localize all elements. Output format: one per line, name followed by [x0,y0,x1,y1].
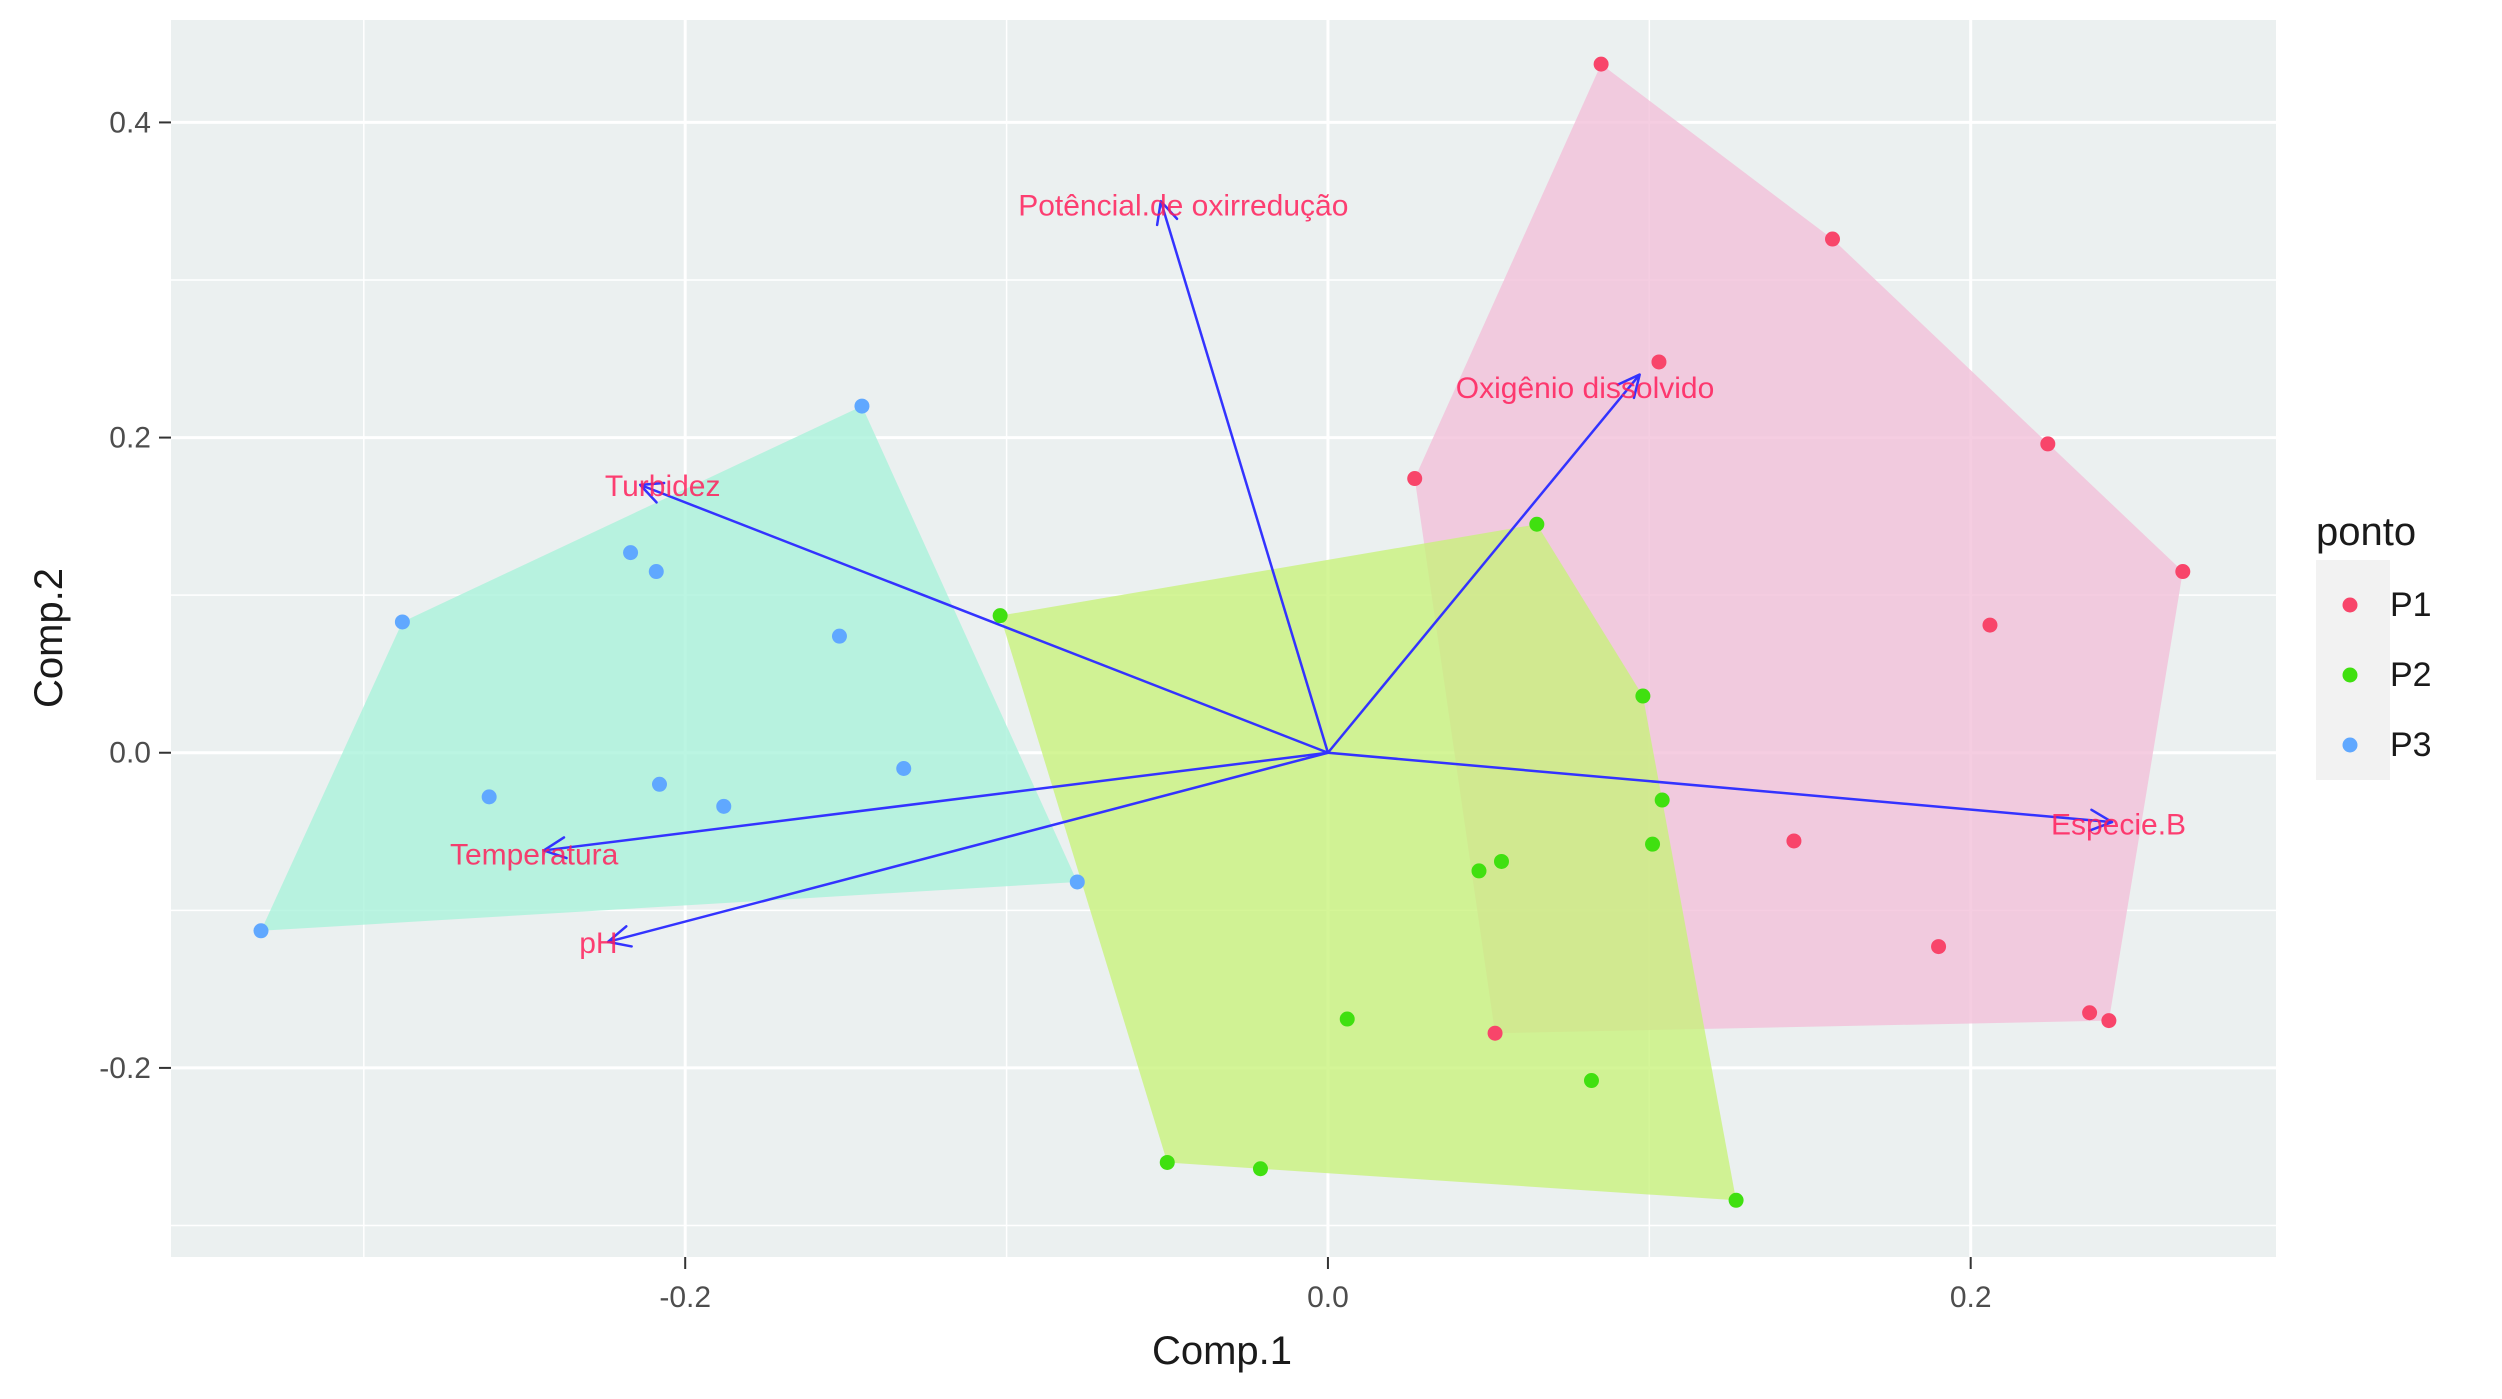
loading-arrow-ph [607,751,1329,944]
point-p3 [854,398,870,414]
loading-arrowhead-ph [606,925,633,948]
point-p1 [2101,1013,2117,1029]
loading-label-especie-b: Especie.B [2051,809,2186,842]
legend-key-p2 [2342,667,2358,683]
loading-arrowhead-oxig-nio-dissolvido [1616,373,1641,400]
point-p2 [1159,1154,1175,1170]
hull-p2 [1000,524,1737,1201]
loading-label-temperatura: Temperatura [450,839,619,872]
loading-arrowhead-pot-ncial-de-oxirredu-o [1155,199,1179,227]
legend-key-p1 [2342,597,2358,613]
point-p3 [253,923,269,939]
loading-arrow-pot-ncial-de-oxirredu-o [1159,200,1330,754]
point-p2 [1493,853,1509,869]
point-p2 [992,608,1008,624]
loading-arrowhead-temperatura [542,836,568,860]
point-p1 [1786,833,1802,849]
point-p3 [623,545,639,561]
legend-key-p3 [2342,737,2358,753]
point-p2 [1583,1073,1599,1089]
point-p2 [1471,863,1487,879]
axes: -0.2 0.0 0.2 -0.2 0.0 0.2 0.4 [99,106,1991,1314]
point-p2 [1529,516,1545,532]
loading-arrow-turbidez [639,483,1329,754]
legend-items: P1 P2 P3 [2316,560,2432,780]
point-p3 [1069,874,1085,890]
point-p3 [648,564,664,580]
point-p1 [1407,471,1423,487]
legend-label-p3: P3 [2390,726,2432,764]
loading-label-turbidez: Turbidez [605,470,721,503]
point-p1 [1593,56,1609,72]
point-p3 [896,761,912,777]
loading-label-ph: pH [579,927,617,960]
point-p2 [1728,1192,1744,1208]
x-axis-tick-label: -0.2 [659,1281,711,1314]
point-p3 [394,614,410,630]
loading-arrow-temperatura [543,751,1329,852]
point-p2 [1635,688,1651,704]
point-p2 [1654,792,1670,808]
y-axis-tick-label: -0.2 [99,1052,151,1085]
point-p1 [1487,1025,1503,1041]
x-axis-title: Comp.1 [1152,1329,1292,1373]
loading-label-oxig-nio-dissolvido: Oxigênio dissolvido [1456,372,1714,405]
loading-labels: Potêncial.de oxirredução Oxigênio dissolv… [450,189,2186,959]
loading-arrow-oxig-nio-dissolvido [1326,373,1641,754]
point-p3 [481,789,497,805]
data-points [253,56,2191,1208]
loading-arrowhead-especie-b [2088,808,2114,832]
point-p2 [1252,1161,1268,1177]
loading-arrow-especie-b [1327,751,2113,824]
point-p1 [2040,436,2056,452]
x-axis-tick-label: 0.2 [1950,1281,1992,1314]
legend: ponto P1 P2 P3 [2316,510,2432,780]
point-p3 [651,776,667,792]
y-axis-tick-label: 0.2 [109,422,151,455]
point-p2 [1339,1011,1355,1027]
point-p3 [716,798,732,814]
loading-arrows [542,199,2114,948]
y-axis-tick-label: 0.0 [109,737,151,770]
y-axis-tick-label: 0.4 [109,106,151,139]
point-p3 [831,628,847,644]
point-p1 [2082,1005,2098,1021]
point-p1 [1825,231,1841,247]
hull-p3 [260,406,1078,931]
legend-label-p2: P2 [2390,656,2432,694]
point-p1 [1982,617,1998,633]
x-axis-tick-label: 0.0 [1307,1281,1349,1314]
legend-label-p1: P1 [2390,586,2432,624]
point-p1 [2175,564,2191,580]
convex-hulls [260,64,2183,1201]
point-p1 [1651,354,1667,370]
y-axis-title: Comp.2 [27,568,71,708]
legend-title: ponto [2316,510,2416,554]
loading-arrowhead-turbidez [638,481,666,504]
loading-label-pot-ncial-de-oxirredu-o: Potêncial.de oxirredução [1018,189,1348,222]
point-p1 [1931,939,1947,955]
point-p2 [1645,836,1661,852]
